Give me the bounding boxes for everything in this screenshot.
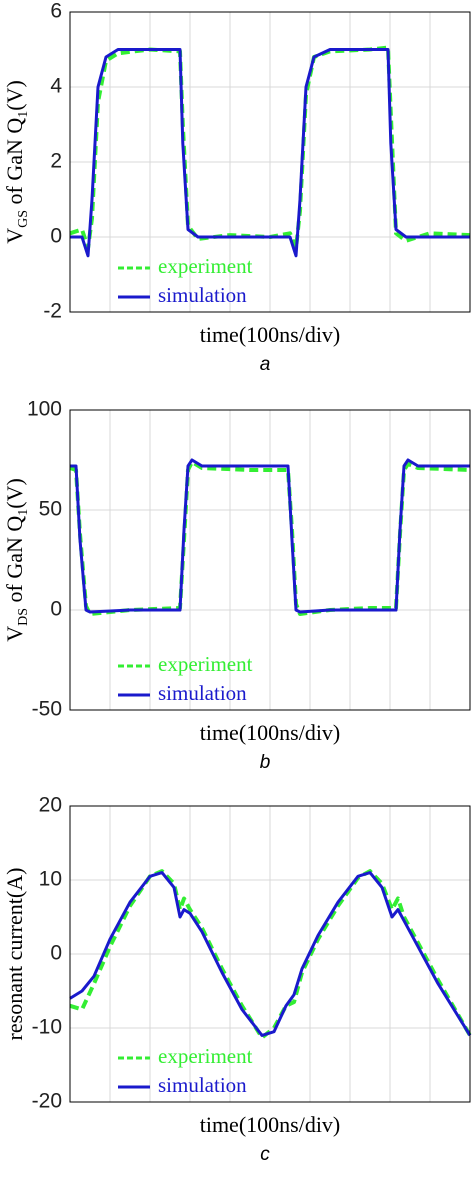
- series-line: [70, 48, 470, 258]
- y-axis-label-part: resonant current(A): [2, 868, 27, 1041]
- y-tick-label: 2: [50, 150, 62, 173]
- y-tick-label: 4: [50, 75, 62, 98]
- legend-label: simulation: [158, 681, 247, 705]
- plot-frame: [69, 409, 471, 711]
- x-axis-label: time(100ns/div): [200, 1112, 341, 1137]
- y-tick-label: -10: [32, 1016, 62, 1039]
- y-axis-label-part: V: [2, 228, 27, 244]
- x-axis-label: time(100ns/div): [200, 322, 341, 347]
- legend-label: experiment: [158, 254, 253, 278]
- plot-frame: [69, 11, 471, 313]
- y-axis-label-part: V: [2, 626, 27, 642]
- series-line: [69, 871, 472, 1037]
- y-axis-label-part: 1: [16, 509, 31, 516]
- y-axis-label: VDS of GaN Q1(V): [2, 478, 31, 642]
- y-tick-label: -2: [43, 300, 62, 323]
- legend-label: experiment: [158, 652, 253, 676]
- series-line: [70, 458, 470, 614]
- y-tick-label: 0: [50, 942, 62, 965]
- y-tick-label: 50: [39, 498, 62, 521]
- y-tick-label: 10: [39, 868, 62, 891]
- legend-label: experiment: [158, 1044, 253, 1068]
- y-axis-label-part: (V): [2, 80, 27, 111]
- y-axis-label-part: (V): [2, 478, 27, 509]
- legend-label: simulation: [158, 1073, 247, 1097]
- y-tick-label: 20: [39, 794, 62, 817]
- y-tick-label: 0: [50, 225, 62, 248]
- y-axis-label-part: 1: [16, 111, 31, 118]
- y-tick-label: -50: [32, 698, 62, 721]
- caption: c: [260, 1144, 270, 1165]
- caption: a: [260, 354, 271, 375]
- y-axis-label-part: of GaN Q: [2, 118, 27, 210]
- y-tick-label: 100: [27, 398, 62, 421]
- y-tick-label: 6: [50, 0, 62, 23]
- y-axis-label-part: GS: [16, 210, 31, 228]
- y-axis-label: VGS of GaN Q1(V): [2, 80, 31, 244]
- plot-frame: [69, 805, 471, 1103]
- caption: b: [260, 752, 271, 773]
- y-tick-label: 0: [50, 598, 62, 621]
- y-axis-label-part: of GaN Q: [2, 516, 27, 608]
- x-axis-label: time(100ns/div): [200, 720, 341, 745]
- y-tick-label: -20: [32, 1090, 62, 1113]
- y-axis-label: resonant current(A): [2, 868, 27, 1041]
- y-axis-label-part: DS: [16, 608, 31, 626]
- legend-label: simulation: [158, 283, 247, 307]
